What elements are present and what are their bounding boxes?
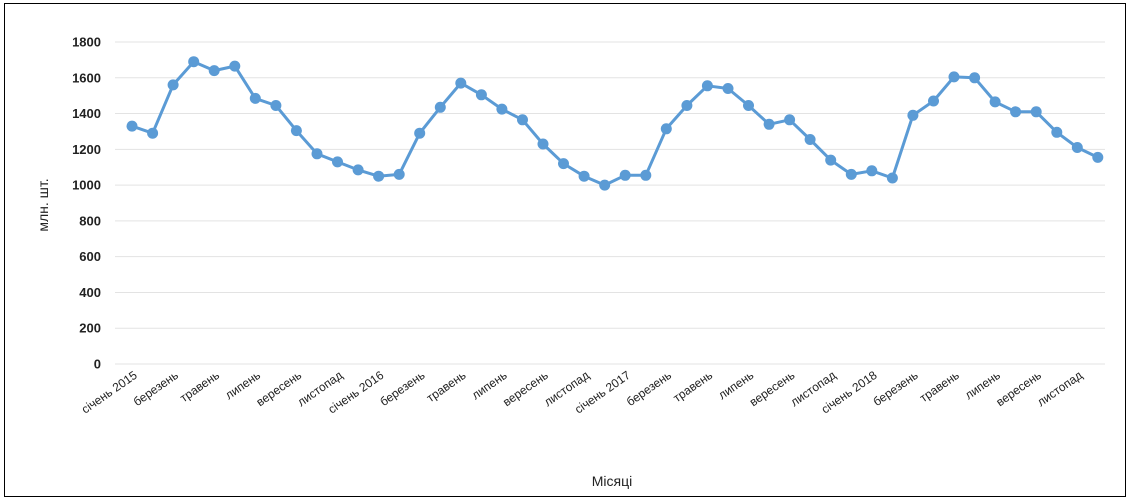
data-point [784, 114, 796, 126]
x-tick-label: травень [917, 368, 962, 405]
data-point [989, 96, 1001, 108]
data-point [496, 103, 508, 115]
data-point [147, 127, 159, 139]
data-point [352, 164, 364, 176]
data-point [414, 127, 426, 139]
x-tick-label: вересень [500, 368, 550, 409]
data-point [804, 134, 816, 145]
x-tick-label: листопад [1034, 368, 1085, 409]
data-point [537, 138, 549, 150]
data-point [1010, 106, 1022, 118]
y-tick-label: 800 [79, 213, 101, 228]
y-tick-labels: 0 200 400 600 800 1000 1200 1400 1600 1800 [72, 35, 101, 372]
data-point [1071, 142, 1083, 153]
data-point [373, 170, 385, 182]
data-point [270, 100, 282, 111]
data-point [167, 79, 179, 91]
data-point [948, 71, 960, 83]
x-tick-label: березень [131, 368, 181, 409]
data-point [558, 158, 569, 170]
x-tick-label: січень 2015 [79, 368, 140, 417]
y-tick-label: 0 [94, 357, 101, 372]
x-tick-label: травень [671, 368, 716, 405]
data-point [1051, 126, 1063, 138]
data-point [578, 170, 590, 182]
y-tick-label: 600 [79, 249, 101, 264]
data-point [249, 92, 261, 104]
x-tick-label: березень [870, 368, 920, 409]
data-point [208, 65, 220, 77]
data-point [681, 100, 693, 111]
data-point [928, 95, 939, 107]
data-point [455, 77, 467, 89]
data-point [763, 118, 775, 130]
data-point [866, 165, 878, 177]
y-axis-label: млн. шт. [35, 178, 51, 231]
data-point [1030, 106, 1042, 118]
x-axis-label: Місяці [592, 473, 632, 489]
y-tick-label: 400 [79, 285, 101, 300]
gridlines [115, 41, 1105, 365]
x-tick-label: березень [377, 368, 427, 409]
data-point [825, 154, 837, 166]
x-tick-label: березень [624, 368, 674, 409]
data-point [434, 101, 446, 113]
x-tick-label: вересень [747, 368, 797, 409]
series-1 [126, 56, 1104, 191]
data-point [701, 80, 713, 92]
data-point [845, 168, 857, 180]
data-point [599, 179, 611, 191]
data-point [722, 83, 734, 94]
x-tick-label: травень [424, 368, 469, 405]
y-tick-label: 1000 [72, 178, 101, 193]
data-point [311, 148, 323, 160]
y-tick-label: 1800 [72, 35, 101, 50]
data-point [886, 172, 898, 184]
data-point [188, 56, 200, 68]
data-point [126, 120, 138, 132]
data-point [640, 169, 652, 181]
data-point [332, 156, 343, 168]
data-point [619, 169, 631, 181]
data-point [393, 168, 405, 180]
x-tick-label: травень [177, 368, 222, 405]
data-point [907, 109, 919, 121]
chart-frame [4, 3, 1126, 497]
y-tick-label: 1200 [72, 142, 101, 157]
x-tick-label: вересень [993, 368, 1043, 409]
x-tick-label: вересень [254, 368, 304, 409]
data-point [229, 60, 241, 72]
data-point [1092, 151, 1104, 163]
data-point [475, 89, 487, 101]
y-tick-label: 1400 [72, 106, 101, 121]
y-tick-label: 1600 [72, 70, 101, 85]
data-point [517, 114, 528, 126]
data-point [660, 123, 672, 135]
data-point [290, 125, 302, 137]
data-point [969, 72, 981, 84]
data-point [743, 100, 754, 111]
y-tick-label: 200 [79, 321, 101, 336]
